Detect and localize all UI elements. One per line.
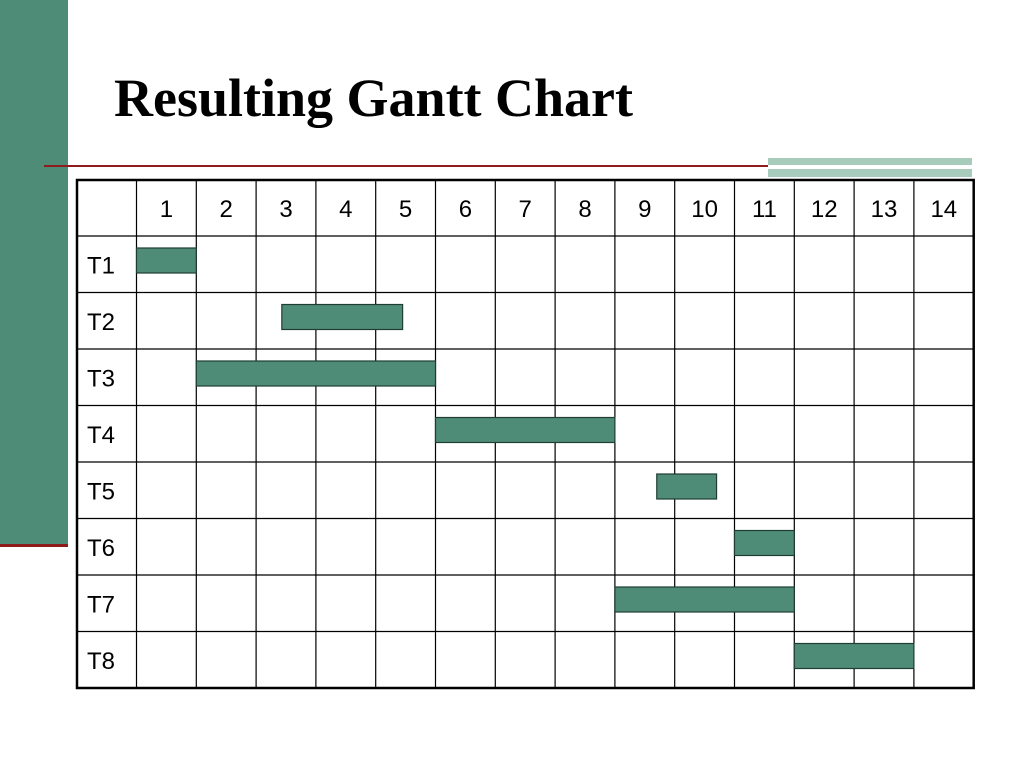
side-decoration-bar (0, 0, 68, 546)
column-header-1: 1 (160, 196, 173, 223)
row-label-T5: T5 (87, 478, 115, 505)
column-header-8: 8 (578, 196, 591, 223)
gantt-bar-T2 (281, 303, 404, 331)
row-label-T8: T8 (87, 648, 115, 675)
row-label-T6: T6 (87, 535, 115, 562)
column-header-11: 11 (752, 196, 777, 223)
side-decoration-rule (0, 544, 68, 547)
column-header-4: 4 (339, 196, 352, 223)
slide-title: Resulting Gantt Chart (114, 68, 634, 128)
row-label-T2: T2 (87, 309, 115, 336)
gantt-bar-T4 (434, 416, 616, 444)
column-header-13: 13 (871, 196, 898, 223)
column-header-3: 3 (279, 196, 292, 223)
gantt-bar-T3 (195, 360, 437, 387)
column-header-14: 14 (930, 196, 957, 223)
gantt-bar-T8 (793, 642, 915, 670)
gantt-bar-T6 (733, 529, 795, 557)
table-border (75, 178, 975, 690)
row-label-T1: T1 (87, 252, 115, 279)
gantt-bar-T7 (614, 586, 795, 613)
column-header-6: 6 (459, 196, 472, 223)
accent-decoration (768, 158, 972, 177)
row-label-T7: T7 (87, 591, 115, 618)
row-label-T3: T3 (87, 365, 115, 392)
gantt-bar-T1 (135, 247, 197, 274)
column-header-12: 12 (811, 196, 838, 223)
column-header-10: 10 (691, 196, 718, 223)
row-label-T4: T4 (87, 422, 115, 449)
column-header-7: 7 (519, 196, 532, 223)
title-underline-rule (44, 165, 972, 167)
column-header-9: 9 (638, 196, 651, 223)
gantt-bar-T5 (656, 473, 718, 500)
column-header-5: 5 (399, 196, 412, 223)
column-header-2: 2 (220, 196, 233, 223)
